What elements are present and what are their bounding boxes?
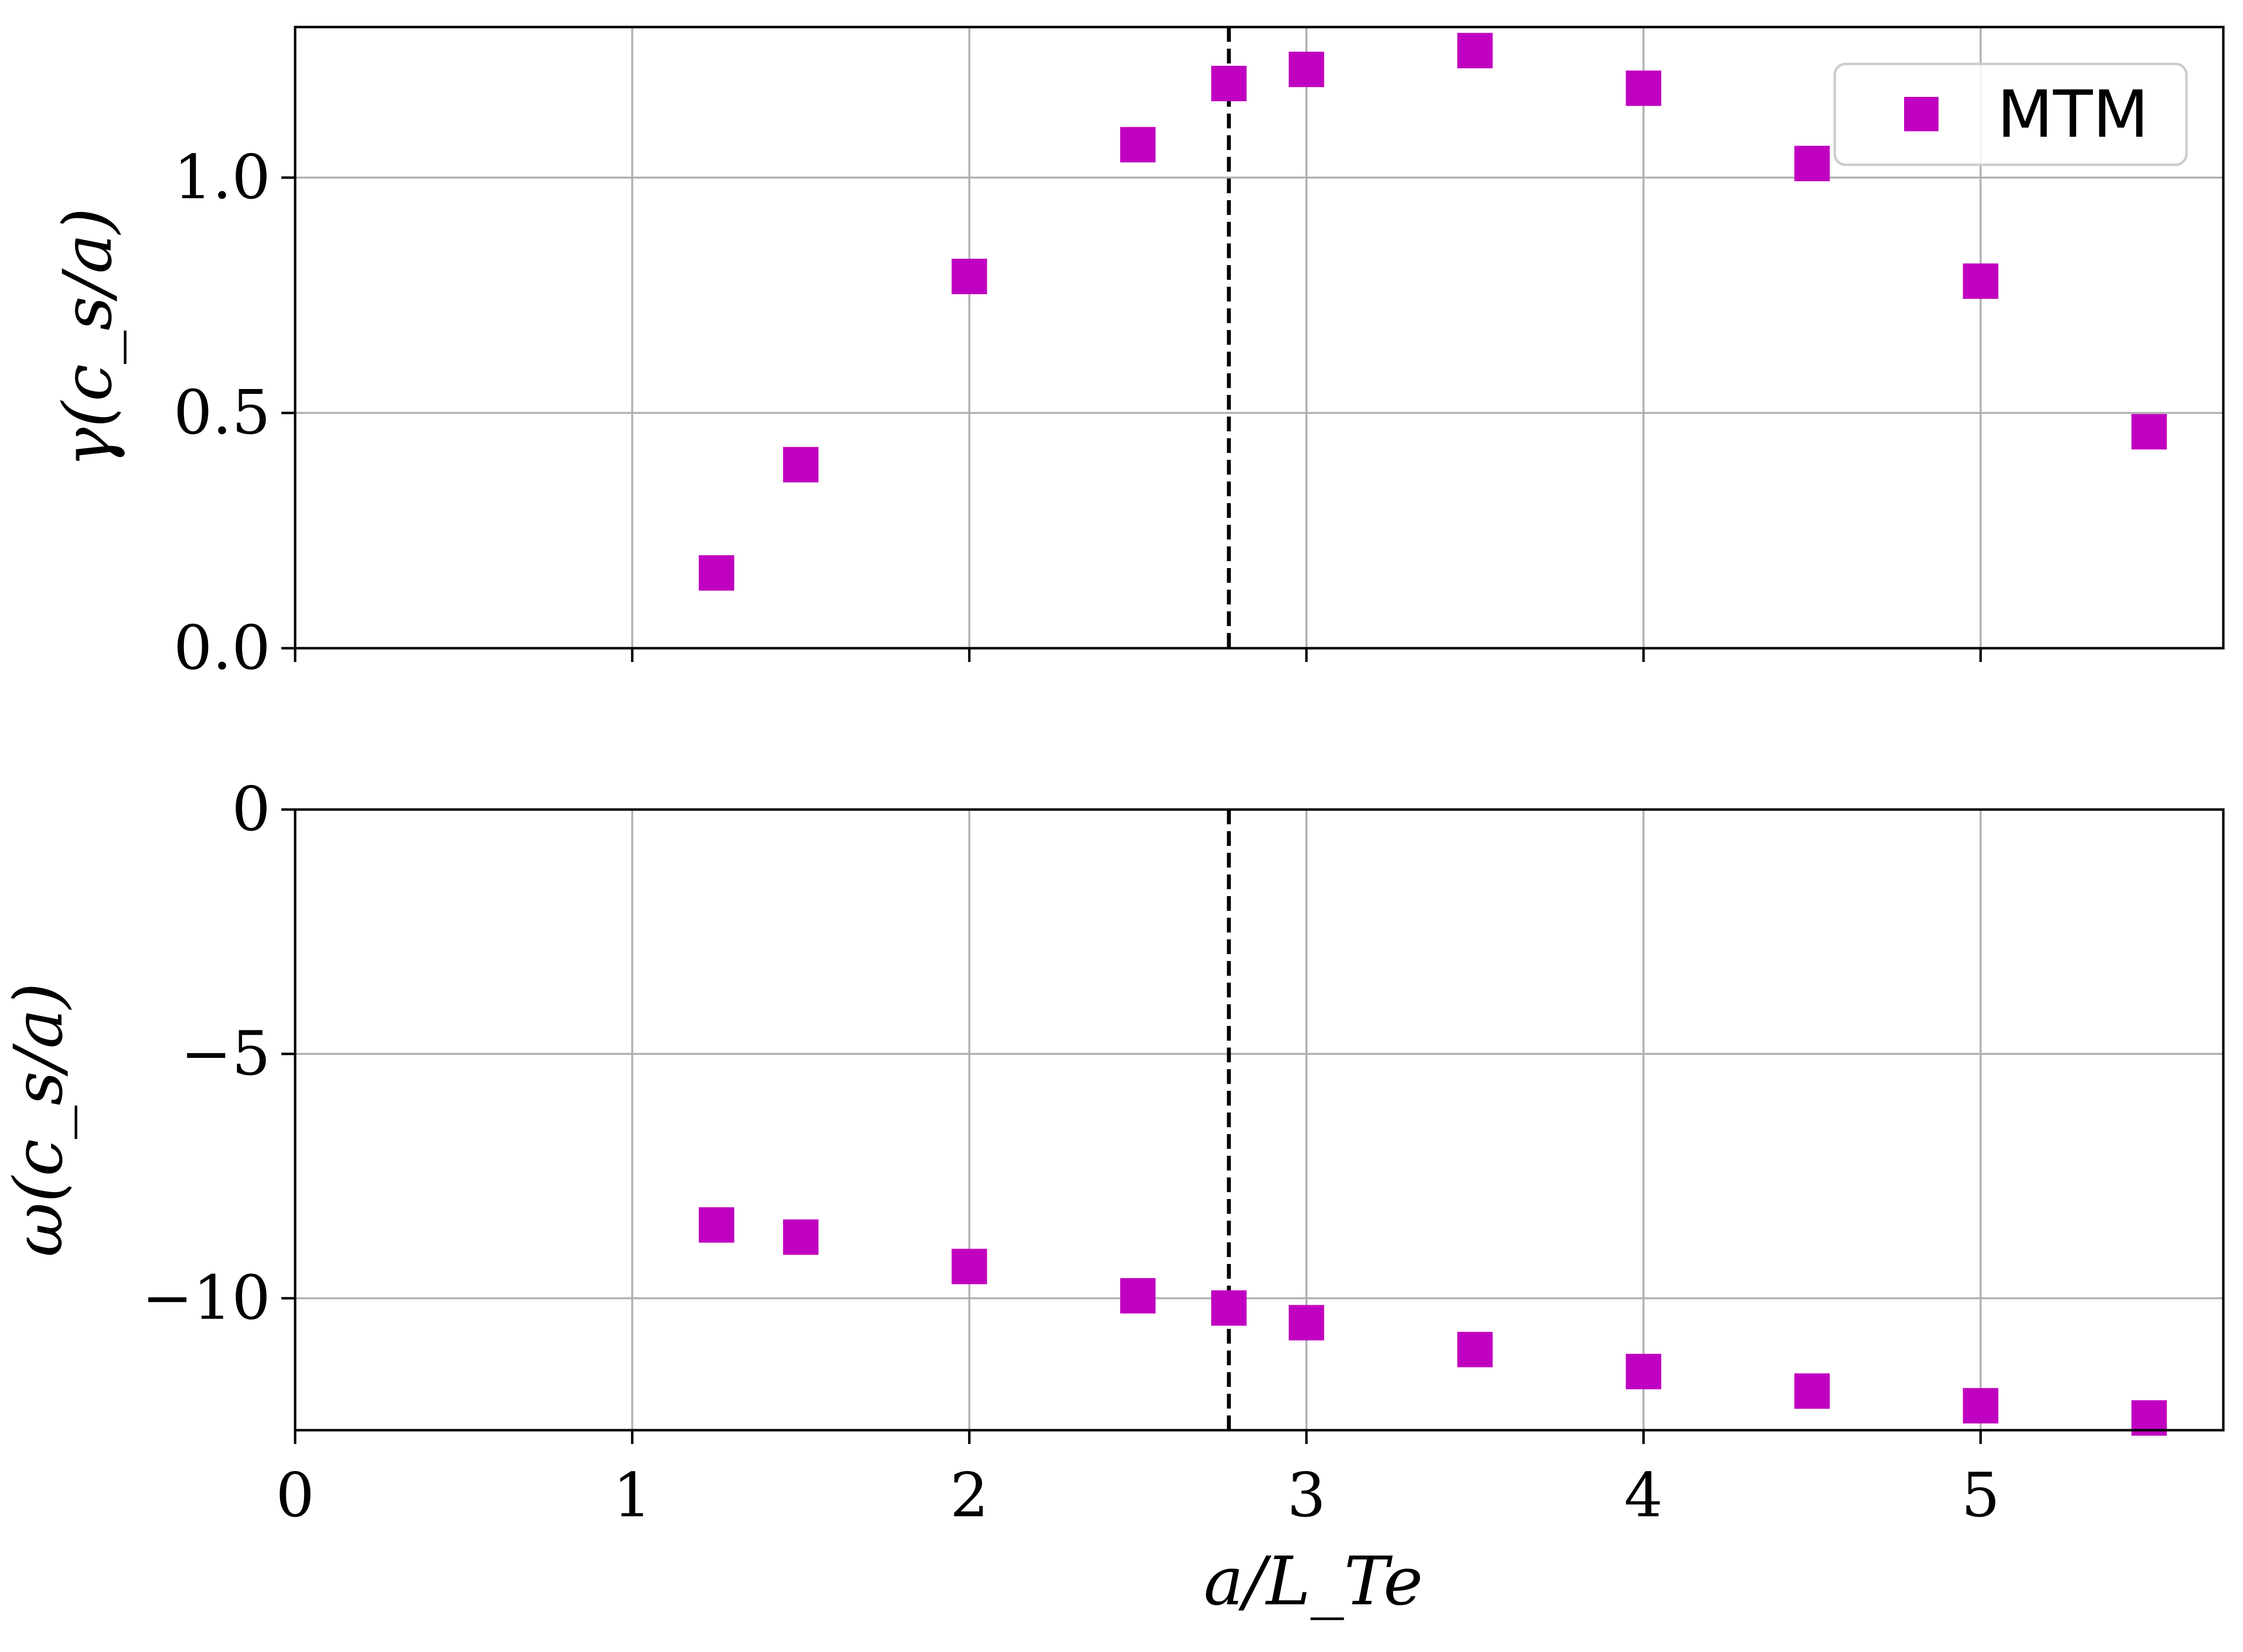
x-tick-label: 1 <box>613 1460 652 1531</box>
x-tick-label: 2 <box>950 1460 989 1531</box>
top-marker-point <box>2131 414 2167 450</box>
top-marker-point <box>1288 52 1324 88</box>
top-marker-point <box>1963 263 1999 299</box>
top-y-ticks: 0.0 0.5 1.0 <box>174 142 295 684</box>
x-axis-label: a/L_Te <box>1204 1543 1423 1621</box>
bottom-axes-frame <box>294 808 2225 1432</box>
x-tick-label: 4 <box>1624 1460 1663 1531</box>
bottom-marker-point <box>1288 1305 1324 1341</box>
top-marker-point <box>783 447 818 482</box>
bottom-marker-point <box>698 1207 734 1243</box>
bottom-markers <box>698 1207 2167 1436</box>
legend: MTM <box>1833 62 2188 166</box>
top-y-tick-label: 0.5 <box>174 378 271 449</box>
bottom-marker-point <box>1457 1332 1493 1368</box>
bottom-marker-point <box>1963 1388 1999 1424</box>
top-marker-point <box>1457 32 1493 68</box>
top-marker-point <box>1120 127 1156 163</box>
top-axes-frame <box>294 26 2225 650</box>
top-y-tick-label: 1.0 <box>174 142 271 213</box>
bottom-marker-point <box>1794 1373 1830 1409</box>
bottom-marker-point <box>1626 1353 1662 1389</box>
frequency-panel: 0 1 2 3 4 5 −10 −5 0 ω(c_s/a) a/L_Te <box>0 774 2225 1621</box>
bottom-y-axis-label: ω(c_s/a) <box>0 983 78 1257</box>
top-marker-point <box>1626 70 1662 106</box>
top-marker-point <box>1211 65 1247 101</box>
growth-rate-panel: 0.0 0.5 1.0 γ(c_s/a) MTM <box>49 26 2225 684</box>
bottom-y-tick-label: 0 <box>232 774 271 845</box>
x-tick-label: 5 <box>1961 1460 2000 1531</box>
bottom-y-tick-label: −5 <box>181 1019 271 1089</box>
bottom-marker-point <box>951 1249 987 1285</box>
top-y-tick-label: 0.0 <box>174 613 271 684</box>
bottom-y-ticks: −10 −5 0 <box>142 774 295 1334</box>
legend-box <box>1833 62 2188 166</box>
top-marker-point <box>1794 146 1830 181</box>
legend-label-mtm: MTM <box>1997 77 2149 152</box>
legend-marker <box>1904 97 1939 131</box>
bottom-marker-point <box>1120 1278 1156 1314</box>
bottom-y-tick-label: −10 <box>142 1263 271 1334</box>
top-y-axis-label: γ(c_s/a) <box>49 208 127 467</box>
top-x-ticks <box>294 648 1982 662</box>
top-markers <box>698 32 2167 591</box>
x-tick-label: 3 <box>1287 1460 1326 1531</box>
x-tick-label: 0 <box>276 1460 315 1531</box>
top-marker-point <box>698 555 734 591</box>
bottom-marker-point <box>783 1219 818 1255</box>
top-marker-point <box>951 259 987 295</box>
bottom-x-ticks: 0 1 2 3 4 5 <box>276 1430 2000 1531</box>
bottom-marker-point <box>1211 1290 1247 1326</box>
